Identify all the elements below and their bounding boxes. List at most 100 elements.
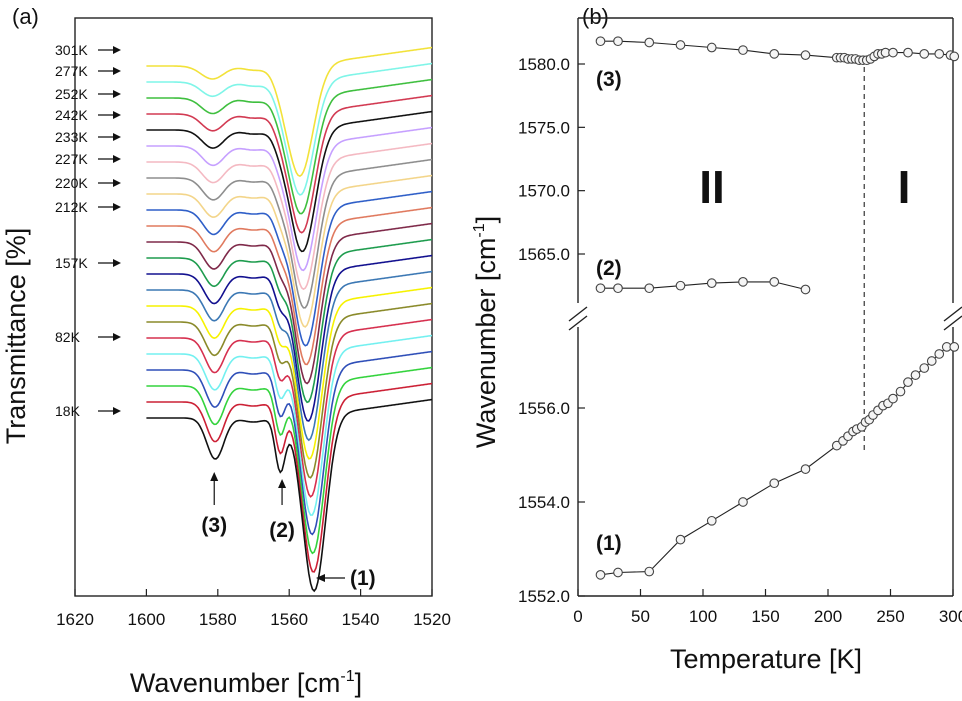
data-point <box>675 534 686 545</box>
data-point <box>675 40 686 50</box>
data-point <box>888 393 898 404</box>
temp-arrow-head <box>113 67 121 75</box>
a-x-tick-label: 1520 <box>413 610 451 629</box>
spectrum-curve-247K <box>146 126 433 272</box>
a-x-tick-label: 1540 <box>342 610 380 629</box>
data-point <box>595 569 606 580</box>
temp-arrow-head <box>113 179 121 187</box>
temp-label-227K: 227K <box>55 151 88 167</box>
data-point <box>903 377 913 388</box>
temp-arrow-head <box>113 90 121 98</box>
temp-arrow-head <box>113 133 121 141</box>
b-x-tick-label: 0 <box>573 607 582 626</box>
spectrum-curve-35K <box>146 382 433 573</box>
data-point <box>738 45 748 55</box>
series-label-0: (3) <box>596 68 622 91</box>
data-point <box>800 284 811 295</box>
b-y-tick-label: 1554.0 <box>518 493 570 512</box>
data-point <box>706 42 717 53</box>
peak-annotations: (3) (2) (1) <box>201 472 376 590</box>
spectrum-curve-212K <box>146 270 433 442</box>
spectrum-curve-242K <box>146 142 433 291</box>
spectrum-curve-252K <box>146 110 433 253</box>
panel-a-label: (a) <box>12 4 39 29</box>
panel-b-series: (3) (2) (1) <box>595 36 960 580</box>
peak-2-arrow-head <box>278 479 287 488</box>
temp-arrow-head <box>113 259 121 267</box>
series-line-1 <box>600 281 806 291</box>
temp-label-242K: 242K <box>55 107 88 123</box>
temperature-labels: 301K 277K 252K 242K 233K 227K 220K 212K 157K 82K 1… <box>55 42 121 419</box>
b-y-tick-label: 1580.0 <box>518 55 570 74</box>
b-x-tick-label: 100 <box>689 607 717 626</box>
b-y-tick-label: 1570.0 <box>518 182 570 201</box>
data-point <box>595 283 606 294</box>
temp-arrow-head <box>113 46 121 54</box>
data-point <box>613 283 623 294</box>
temp-arrow-head <box>113 333 121 341</box>
data-point <box>706 278 717 288</box>
spectrum-curve-223K <box>146 222 433 385</box>
a-x-tick-label: 1600 <box>127 610 165 629</box>
data-point <box>949 51 960 62</box>
panel-a-frame <box>74 17 433 597</box>
data-point <box>800 50 811 60</box>
data-point <box>738 277 748 287</box>
data-point <box>919 49 930 59</box>
b-x-tick-label: 200 <box>814 607 842 626</box>
panel-a-xlabel: Wavenumber [cm-1] <box>130 668 362 698</box>
data-point <box>644 566 655 577</box>
a-x-tick-label: 1560 <box>270 610 308 629</box>
peak-1-label: (1) <box>350 567 376 590</box>
data-point <box>769 277 780 287</box>
spectrum-curve-301K <box>146 46 433 178</box>
peak-3-label: (3) <box>201 514 227 537</box>
temp-label-18K: 18K <box>55 403 81 419</box>
data-point <box>738 497 748 507</box>
data-point <box>595 36 606 47</box>
data-point <box>934 349 945 359</box>
b-x-tick-label: 250 <box>876 607 904 626</box>
data-point <box>800 464 811 474</box>
temp-label-212K: 212K <box>55 199 88 215</box>
data-point <box>769 478 780 489</box>
spectrum-curve-18K <box>146 398 433 593</box>
data-point <box>934 49 945 59</box>
temp-label-252K: 252K <box>55 86 88 102</box>
data-point <box>613 36 623 47</box>
spectrum-curve-216K <box>146 254 433 422</box>
spectrum-curve-289K <box>146 62 433 196</box>
temp-arrow-head <box>113 111 121 119</box>
data-point <box>919 363 930 373</box>
panel-a-ylabel: Transmittance [%] <box>1 228 31 445</box>
b-y-tick-label: 1556.0 <box>518 399 570 418</box>
a-x-tick-label: 1580 <box>199 610 237 629</box>
data-point <box>769 49 780 59</box>
temp-arrow-head <box>113 203 121 211</box>
data-point <box>910 370 921 380</box>
spectrum-curve-227K <box>146 206 433 366</box>
phase-label-I: I <box>898 161 911 213</box>
phase-label-II: II <box>699 161 725 213</box>
data-point <box>926 356 937 366</box>
peak-3-arrow-head <box>210 472 219 481</box>
b-y-tick-label: 1575.0 <box>518 118 570 137</box>
data-point <box>644 37 655 48</box>
temp-label-301K: 301K <box>55 42 88 58</box>
spectrum-curve-238K <box>146 158 433 309</box>
temp-label-220K: 220K <box>55 175 88 191</box>
b-x-tick-label: 50 <box>631 607 650 626</box>
spectrum-curve-185K <box>146 286 433 460</box>
spectrum-curve-230K <box>146 190 433 347</box>
spectrum-curve-220K <box>146 238 433 404</box>
panel-a-x-ticks: 1620 1600 1580 1560 1540 1520 <box>56 589 451 629</box>
temp-arrow-head <box>113 407 121 415</box>
spectrum-curve-157K <box>146 302 433 479</box>
data-point <box>613 567 623 578</box>
spectra-curves <box>146 46 433 593</box>
b-x-tick-label: 300 <box>939 607 962 626</box>
spectrum-curve-233K <box>146 174 433 328</box>
temp-arrow-head <box>113 155 121 163</box>
temp-label-233K: 233K <box>55 129 88 145</box>
